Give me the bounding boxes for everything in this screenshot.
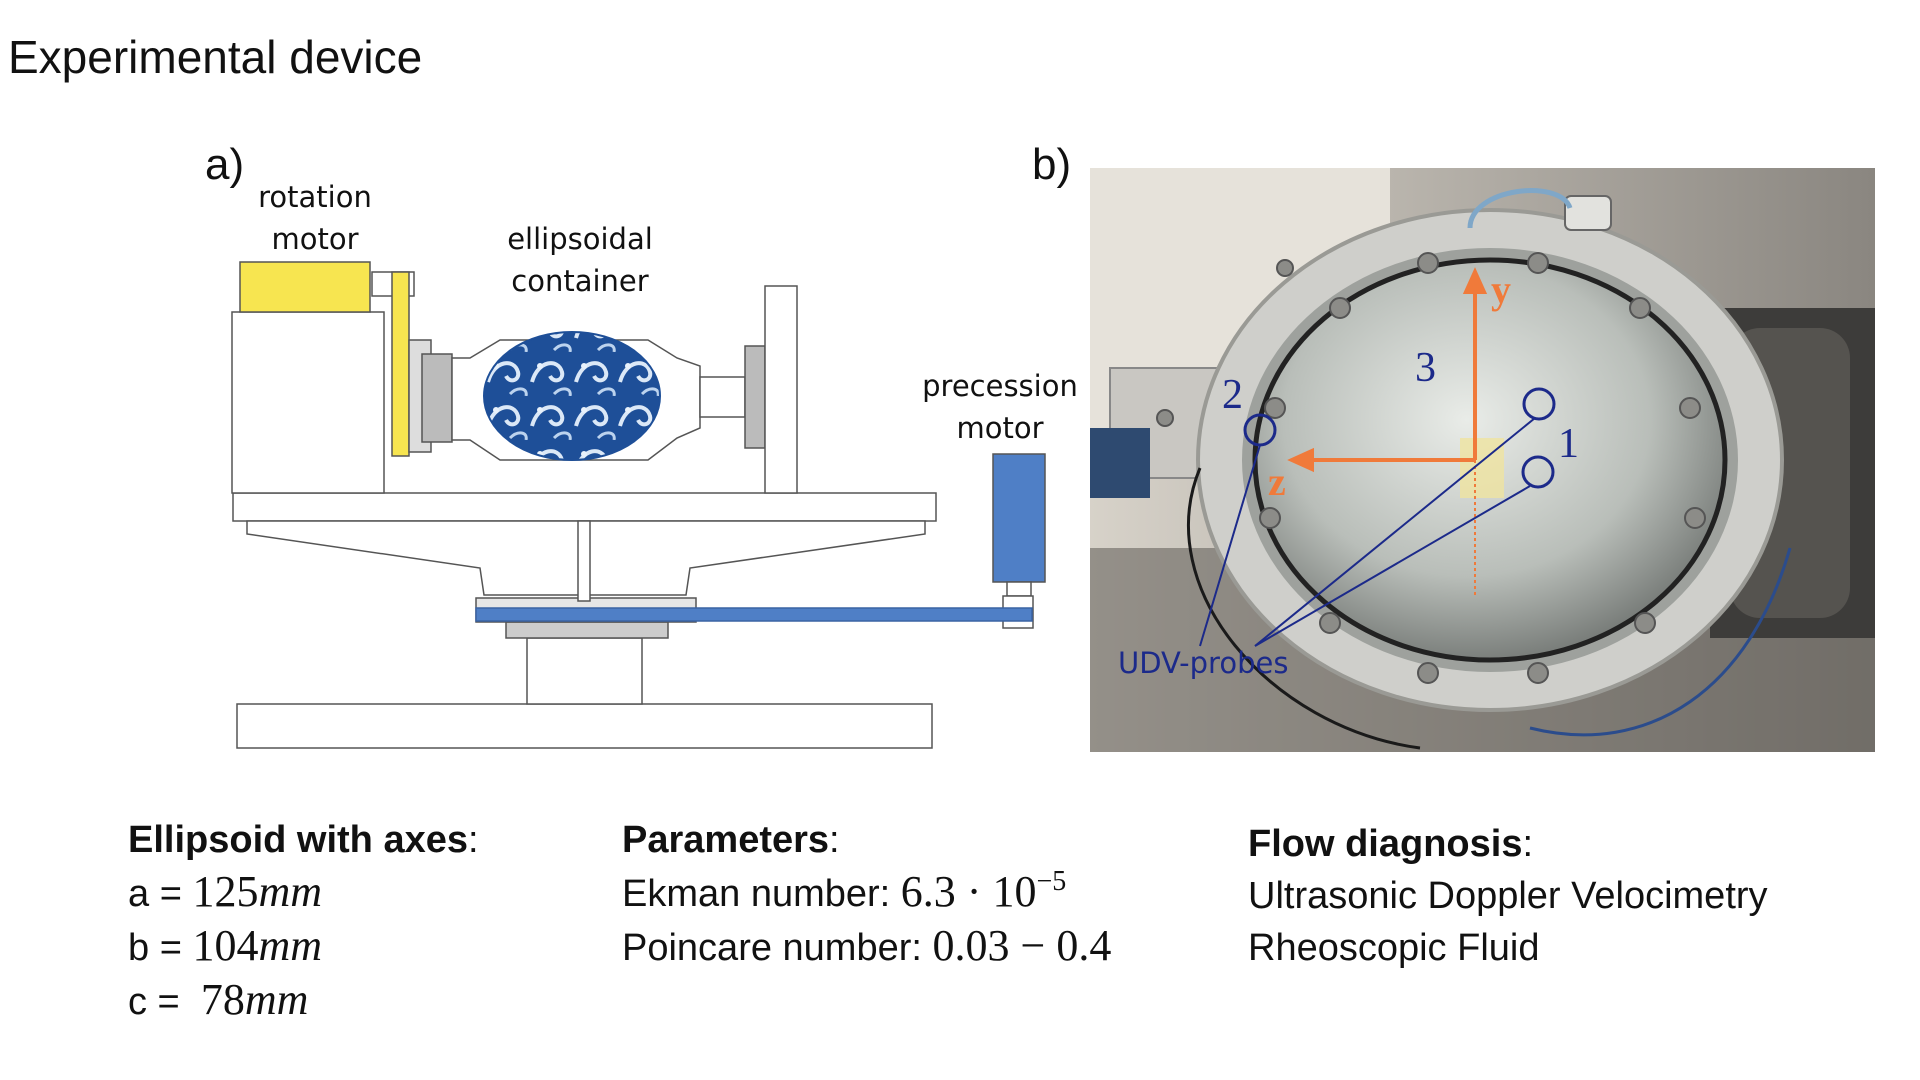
ellipsoid-axis-a: a = 125mm	[128, 866, 588, 920]
panel-b-label: b)	[1032, 140, 1072, 189]
ekman-mantissa: 6.3 · 10	[900, 867, 1037, 916]
rotation-motor-label-line2: motor	[271, 222, 359, 256]
panel-a-label: a)	[205, 140, 245, 189]
motor-housing	[231, 311, 385, 494]
ellipsoidal-container-label: ellipsoidal container	[480, 218, 680, 302]
right-support	[764, 285, 798, 494]
rotation-motor-label: rotation motor	[240, 176, 390, 260]
axis-b-number: 104	[192, 921, 259, 970]
precession-motor-label-line1: precession	[922, 369, 1078, 403]
base-plate	[236, 703, 933, 749]
poincare-label: Poincare number:	[622, 927, 933, 969]
ekman-label: Ekman number:	[622, 873, 901, 915]
ekman-row: Ekman number: 6.3 · 10−5	[622, 866, 1222, 920]
probe-2-label: 2	[1222, 372, 1243, 418]
parameters-heading: Parameters:	[622, 814, 1222, 866]
ekman-value: 6.3 · 10−5	[901, 867, 1066, 916]
axis-c-name: c =	[128, 981, 201, 1023]
ellipsoid-axis-c: c = 78mm	[128, 974, 588, 1028]
ellipsoidal-container-label-line2: container	[511, 264, 649, 298]
rotation-motor-label-line1: rotation	[258, 180, 372, 214]
axis-c-value: 78mm	[201, 975, 309, 1024]
ellipsoid-heading-colon: :	[467, 819, 479, 861]
axis-z-label: z	[1268, 459, 1286, 504]
axis-a-name: a =	[128, 873, 193, 915]
flow-heading-colon: :	[1522, 823, 1534, 865]
support-column	[526, 637, 643, 705]
axis-y-label: y	[1491, 267, 1511, 312]
ellipsoidal-container	[483, 331, 661, 461]
precession-motor-label-line2: motor	[956, 411, 1044, 445]
lower-bearing	[505, 621, 669, 639]
axis-c-unit: mm	[244, 975, 309, 1024]
ellipsoid-heading-text: Ellipsoid with axes	[128, 819, 468, 861]
right-shaft	[699, 376, 746, 418]
table-top	[232, 492, 937, 522]
parameters-block: Parameters: Ekman number: 6.3 · 10−5 Poi…	[622, 814, 1222, 974]
flow-item-udv: Ultrasonic Doppler Velocimetry	[1248, 875, 1768, 917]
axis-b-name: b =	[128, 927, 193, 969]
probe-1-label: 1	[1558, 421, 1579, 467]
device-photo-art	[1090, 168, 1875, 752]
axis-b-unit: mm	[258, 921, 323, 970]
ellipsoidal-container-label-line1: ellipsoidal	[507, 222, 653, 256]
axis-b-value: 104mm	[192, 921, 322, 970]
precession-coupling	[1006, 581, 1032, 597]
poincare-row: Poincare number: 0.03 − 0.4	[622, 920, 1222, 974]
precession-motor-label: precession motor	[910, 365, 1090, 449]
ekman-exponent: −5	[1036, 866, 1067, 897]
table-shaft	[577, 520, 591, 602]
flow-heading-text: Flow diagnosis	[1248, 823, 1523, 865]
flow-heading: Flow diagnosis:	[1248, 818, 1888, 870]
ellipsoid-heading: Ellipsoid with axes:	[128, 814, 588, 866]
left-flange	[421, 353, 453, 443]
axis-c-number: 78	[200, 975, 245, 1024]
device-photo: y z 1 2 3 UDV-probes	[1090, 168, 1875, 752]
precession-belt	[475, 607, 1033, 622]
udv-probes-label: UDV-probes	[1118, 646, 1289, 680]
rotation-motor	[239, 261, 371, 313]
ellipsoid-block: Ellipsoid with axes: a = 125mm b = 104mm…	[128, 814, 588, 1028]
schematic-diagram	[231, 261, 1046, 749]
page-title: Experimental device	[8, 31, 423, 83]
axis-a-value: 125mm	[192, 867, 322, 916]
ellipsoid-axis-b: b = 104mm	[128, 920, 588, 974]
parameters-heading-colon: :	[829, 819, 840, 861]
probe-3-label: 3	[1415, 345, 1436, 391]
precession-motor	[992, 453, 1046, 583]
parameters-heading-text: Parameters	[622, 819, 830, 861]
flow-item-rheoscopic: Rheoscopic Fluid	[1248, 927, 1540, 969]
poincare-value: 0.03 − 0.4	[932, 921, 1112, 970]
drive-belt	[391, 271, 410, 457]
right-flange	[744, 345, 766, 449]
flow-block: Flow diagnosis: Ultrasonic Doppler Veloc…	[1248, 818, 1888, 974]
axis-a-unit: mm	[258, 867, 323, 916]
axis-a-number: 125	[192, 867, 259, 916]
